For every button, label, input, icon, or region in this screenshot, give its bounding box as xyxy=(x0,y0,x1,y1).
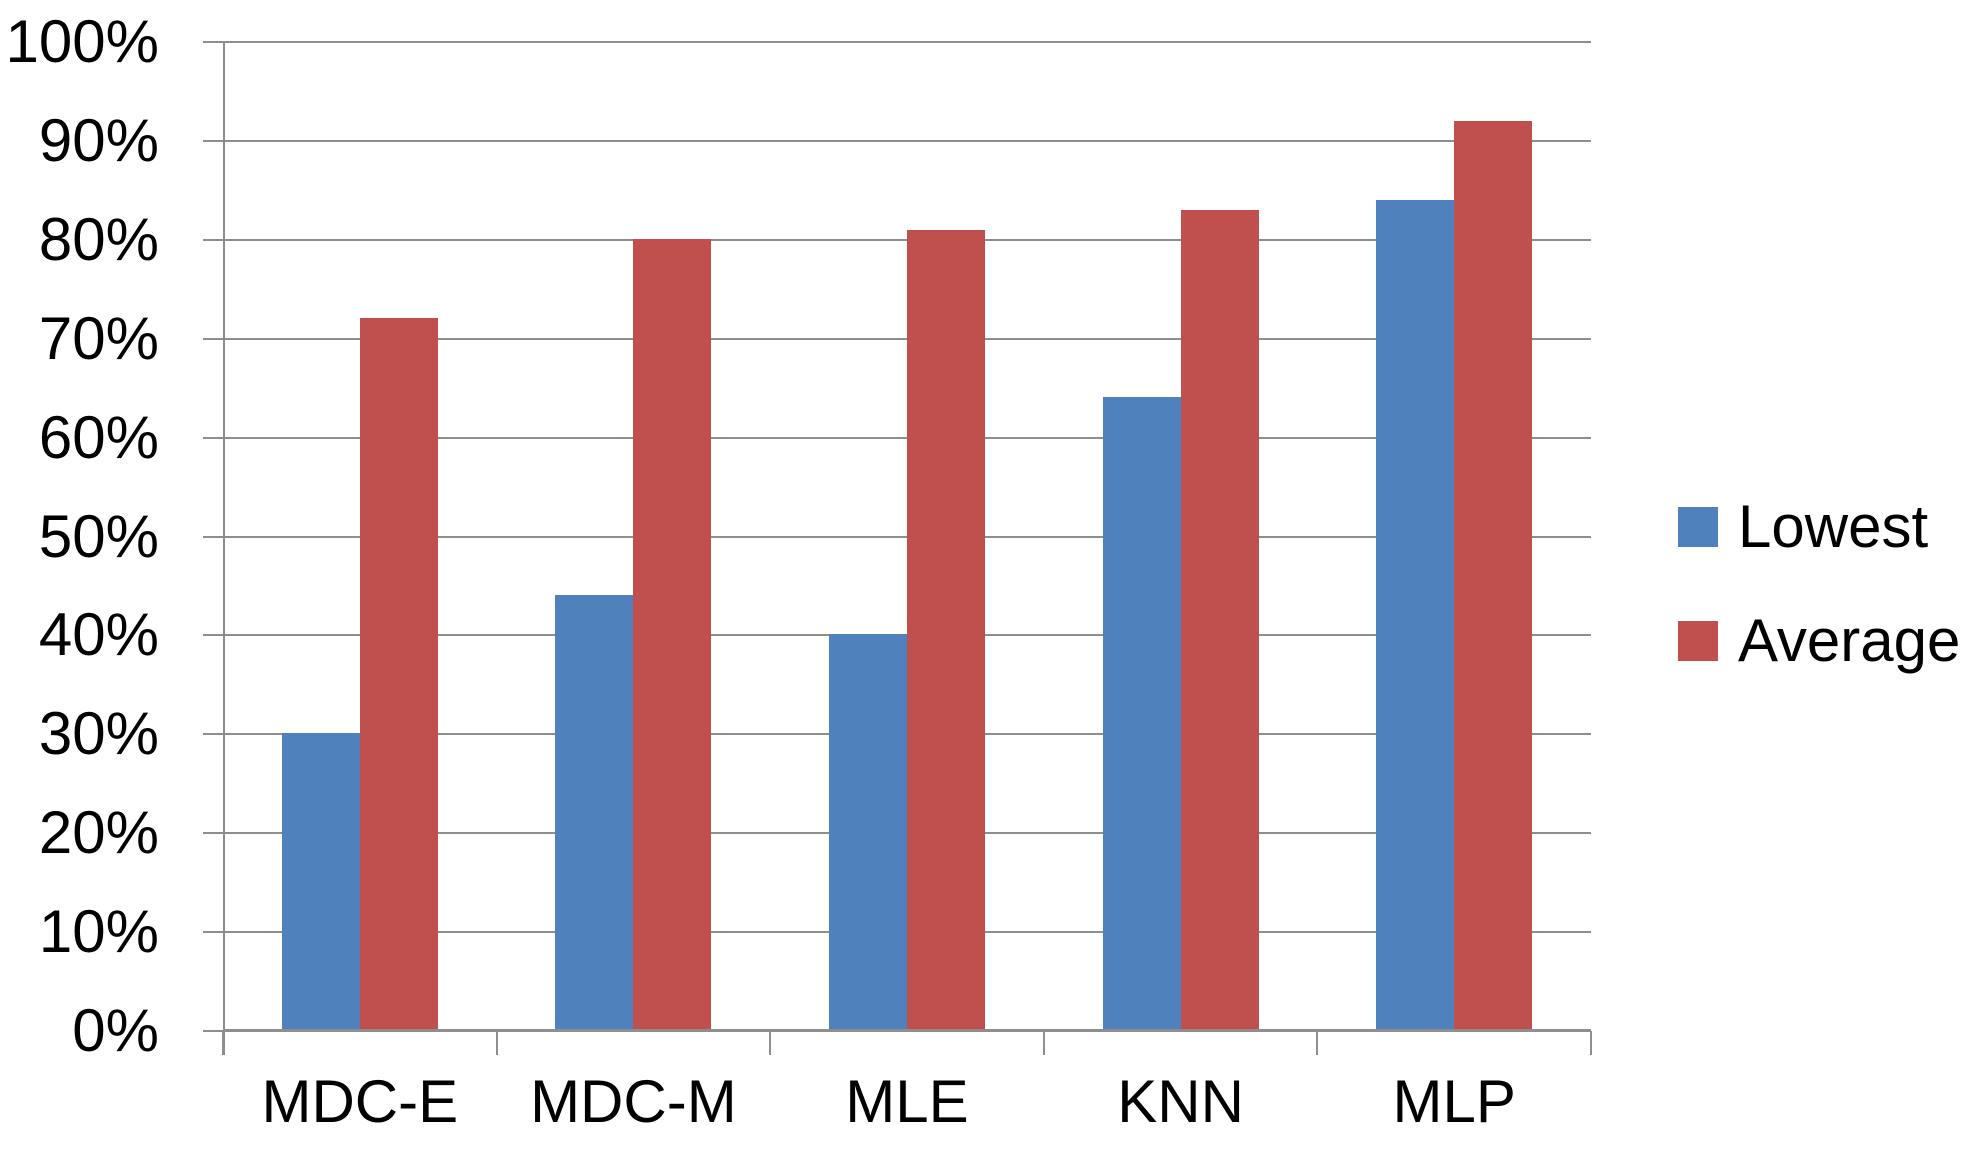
bar-average-mdc-e xyxy=(359,318,438,1029)
bar-group xyxy=(497,42,771,1029)
bar-group xyxy=(223,42,497,1029)
y-axis-tick-label: 60% xyxy=(38,403,159,471)
bar-average-knn xyxy=(1180,209,1259,1029)
x-axis-category-label: MDC-E xyxy=(261,1068,459,1135)
x-axis-category-label: MLP xyxy=(1392,1068,1516,1135)
y-axis-tick-label: 40% xyxy=(38,601,159,669)
legend-item-average: Average xyxy=(1678,606,1960,676)
bar-group xyxy=(770,42,1044,1029)
bar-groups xyxy=(223,42,1591,1029)
bar-average-mlp xyxy=(1454,120,1533,1029)
legend-label: Average xyxy=(1738,607,1961,674)
bar-group xyxy=(1317,42,1591,1029)
gridline xyxy=(203,1030,1591,1032)
gridline xyxy=(203,436,1591,439)
bar-lowest-mdc-m xyxy=(555,594,634,1029)
x-axis-category-label: MDC-M xyxy=(530,1068,737,1135)
x-axis-tick xyxy=(769,1031,772,1055)
x-axis-category-label: MLE xyxy=(845,1068,969,1135)
gridline xyxy=(203,139,1591,142)
x-axis-category-label: KNN xyxy=(1117,1068,1244,1135)
x-axis-tick xyxy=(222,1031,224,1055)
average-series-swatch-icon xyxy=(1678,621,1718,661)
bar-lowest-mlp xyxy=(1376,199,1455,1029)
y-axis-tick-label: 10% xyxy=(38,898,159,966)
legend-item-lowest: Lowest xyxy=(1678,492,1960,562)
bar-lowest-mle xyxy=(828,634,907,1029)
y-axis-tick-label: 0% xyxy=(72,997,159,1064)
y-axis-tick-label: 20% xyxy=(38,799,159,867)
legend: Lowest Average xyxy=(1678,492,1960,676)
y-axis-tick-label: 100% xyxy=(5,8,159,75)
x-axis-tick xyxy=(1316,1031,1319,1055)
y-axis-line xyxy=(223,42,225,1055)
legend-label: Lowest xyxy=(1738,493,1929,560)
y-axis-tick-label: 80% xyxy=(38,205,159,273)
plot-area xyxy=(203,41,1592,1055)
gridline xyxy=(203,535,1591,538)
x-axis-tick xyxy=(1042,1031,1045,1055)
y-axis-tick-label: 90% xyxy=(38,106,159,174)
y-axis-tick-label: 70% xyxy=(38,304,159,372)
bar-group xyxy=(1044,42,1318,1029)
gridline xyxy=(203,337,1591,340)
y-axis-tick-label: 50% xyxy=(38,502,159,570)
bar-average-mdc-m xyxy=(633,239,712,1029)
x-axis-category-labels: MDC-E MDC-M MLE KNN MLP xyxy=(223,1072,1591,1132)
bar-lowest-knn xyxy=(1102,397,1181,1029)
y-axis-tick-label: 30% xyxy=(38,700,159,768)
lowest-series-swatch-icon xyxy=(1678,507,1718,547)
bar-average-mle xyxy=(906,229,985,1029)
x-axis-tick xyxy=(1590,1031,1592,1055)
gridline xyxy=(203,238,1591,241)
gridline xyxy=(203,41,1591,43)
x-axis-tick xyxy=(495,1031,498,1055)
x-axis-line xyxy=(223,1029,1591,1031)
bar-lowest-mdc-e xyxy=(281,732,360,1029)
y-axis-tick-labels: 0% 10% 20% 30% 40% 50% 60% 70% 80% 90% 100% xyxy=(0,12,203,1061)
